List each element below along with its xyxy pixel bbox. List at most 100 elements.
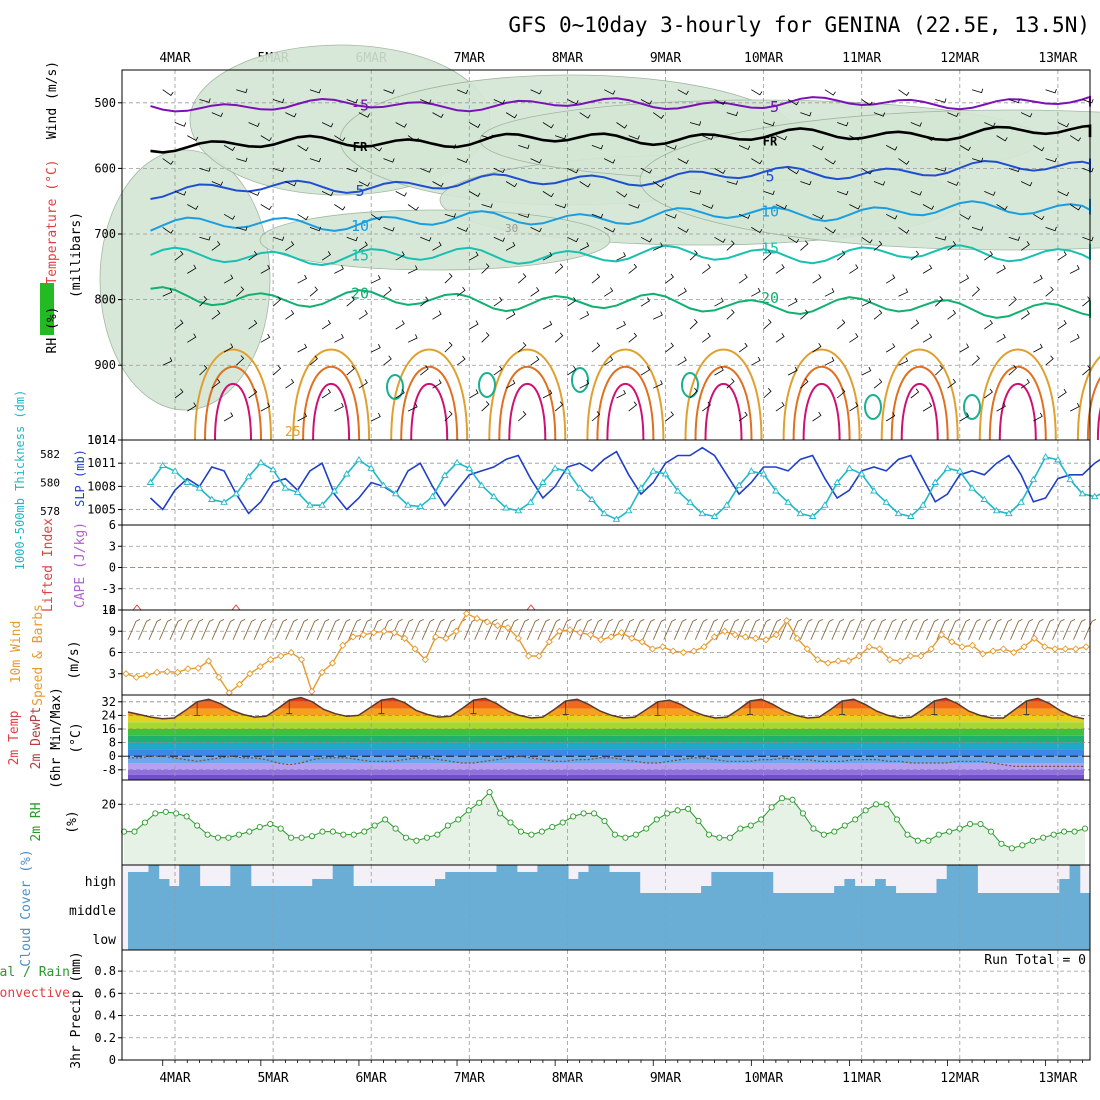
wind-barb: [1069, 204, 1082, 211]
temp-minmax-bar: [931, 700, 938, 715]
thickness-point: [624, 506, 633, 514]
wind-barb-10m: [684, 618, 697, 640]
thickness-point: [1090, 492, 1099, 500]
wind-barb: [1070, 265, 1080, 274]
cloud-high-bar: [885, 886, 897, 893]
wind-barb: [272, 167, 285, 173]
wind-barb: [702, 401, 711, 412]
wind-barb: [162, 357, 173, 366]
cloud-high-bar: [547, 865, 559, 893]
wind-barb: [800, 378, 809, 389]
wind-barb: [518, 144, 530, 150]
wind-barb: [383, 227, 395, 232]
wind-barb: [1057, 122, 1070, 128]
thickness-point: [367, 464, 375, 471]
wind-barb-10m: [820, 618, 834, 640]
temp-band: [128, 729, 1084, 736]
contour-island: [864, 394, 882, 420]
rh2m-point: [591, 810, 598, 817]
wind-barb-10m: [222, 618, 235, 640]
warm-contour: [292, 348, 371, 441]
thickness-point: [1054, 455, 1062, 463]
panel-frame: [121, 949, 1091, 1061]
wind-barb: [922, 402, 933, 412]
wind-barb: [211, 112, 223, 118]
wind-barb: [530, 227, 542, 233]
wind-speed-point: [411, 645, 419, 653]
precip-ylabel-main: Total / Rain: [0, 965, 70, 980]
wind-barb-10m: [1041, 618, 1055, 640]
temp-tick-label: 32: [102, 695, 116, 709]
rh2m-point: [308, 833, 316, 840]
rh2m-point: [705, 831, 713, 838]
rh2m-point: [831, 828, 838, 835]
wind-speed-point: [813, 655, 822, 664]
wind-barb: [493, 99, 505, 105]
thickness-point: [735, 481, 743, 488]
wind-barb-10m: [1062, 618, 1076, 640]
cloud-high-bar: [762, 872, 774, 893]
temp-minmax-bar: [562, 700, 569, 715]
rh2m-point: [893, 816, 901, 823]
rh2m-ylabel-unit: (%): [65, 810, 80, 833]
wind-barb: [1020, 112, 1033, 118]
rh2m-point: [998, 840, 1005, 847]
rh2m-point: [1040, 834, 1047, 841]
wind-barb: [1057, 388, 1067, 399]
rh2m-point: [559, 819, 566, 826]
cloud-high-bar: [844, 879, 856, 893]
contour-island: [681, 372, 699, 398]
warm-contour: [998, 382, 1037, 441]
wind-barb: [640, 236, 653, 243]
thickness-point: [563, 467, 572, 474]
temp-line: [127, 696, 1085, 720]
temp-minmax-bar: [1023, 700, 1030, 715]
cloud-high-bar: [128, 872, 139, 893]
wind-barb: [297, 274, 308, 284]
rh-shade-area: [639, 109, 1100, 251]
wind-barb-10m: [947, 618, 960, 640]
thickness-point: [514, 506, 523, 514]
wind-barb: [616, 320, 626, 330]
wind-speed-point: [504, 624, 512, 632]
wind-barb: [1033, 343, 1043, 353]
wind-barb: [898, 89, 910, 96]
rh2m-point: [956, 825, 963, 832]
wind-speed-point: [721, 627, 729, 635]
wind-barb: [714, 99, 726, 106]
wind-barb: [726, 180, 738, 185]
cloud-high-bar: [721, 872, 733, 893]
wind-barb: [211, 309, 221, 320]
wind-barb: [1045, 355, 1054, 366]
rh2m-point: [486, 789, 493, 796]
wind-barb: [346, 98, 358, 104]
thickness-point: [183, 478, 192, 485]
wind-barb: [787, 99, 800, 106]
wind-barb: [689, 387, 698, 399]
wind-barb: [358, 181, 370, 187]
wind-barb: [174, 191, 187, 196]
wind-speed-point: [617, 629, 626, 637]
slp-tick-label: 1011: [87, 456, 116, 470]
wind-barb: [469, 320, 479, 330]
wind-barb-10m: [495, 618, 508, 640]
wind-barb: [1008, 167, 1020, 173]
wind-speed-point: [999, 645, 1008, 653]
wind-barb: [763, 190, 775, 196]
wind-speed-point: [989, 647, 997, 655]
wind-barb: [383, 286, 392, 297]
wind-barb: [1008, 296, 1017, 307]
wind-barb: [554, 134, 567, 140]
wind-barb: [763, 319, 772, 330]
thickness-tick-label: 582: [40, 448, 60, 461]
wind-speed-point: [917, 652, 925, 660]
wind-barb: [187, 402, 197, 412]
wind-barb: [763, 121, 775, 127]
wind-barb: [751, 287, 761, 297]
wind-barb: [456, 355, 466, 366]
wind-barb: [849, 204, 861, 210]
cloud-high-bar: [557, 865, 569, 893]
rh2m-point: [570, 813, 577, 820]
rh2m-point: [141, 819, 148, 826]
thickness-tick-label: 578: [40, 505, 60, 518]
